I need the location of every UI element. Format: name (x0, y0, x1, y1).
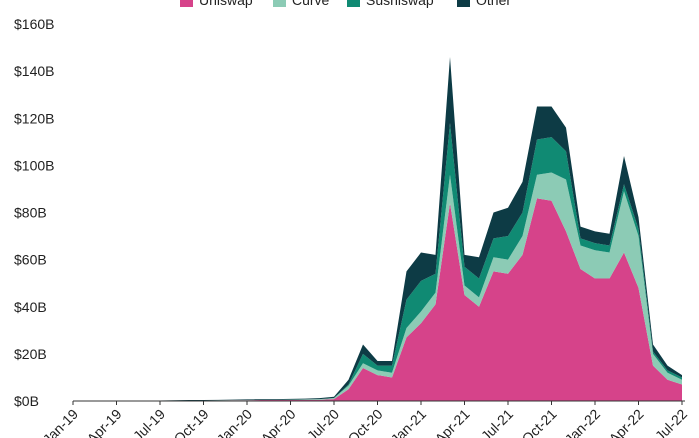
x-tick-label: Oct-19 (171, 406, 212, 438)
legend-item-other: Other (457, 0, 511, 8)
y-tick-label: $40B (14, 299, 47, 315)
y-tick-label: $100B (14, 157, 54, 173)
x-tick-label: Jul-20 (304, 406, 342, 438)
x-tick-label: Apr-19 (84, 406, 125, 438)
x-tick-label: Jan-20 (214, 406, 256, 438)
x-tick-label: Jul-22 (652, 406, 690, 438)
x-tick-label: Apr-20 (258, 406, 299, 438)
legend-label: Curve (292, 0, 330, 8)
x-tick-label: Jan-22 (562, 406, 604, 438)
y-tick-label: $60B (14, 252, 47, 268)
legend-item-uniswap: Uniswap (180, 0, 253, 8)
x-tick-label: Oct-21 (519, 406, 560, 438)
y-tick-label: $160B (14, 16, 54, 32)
y-tick-label: $140B (14, 63, 54, 79)
area-sushiswap (73, 122, 682, 401)
y-axis: $0B $20B $40B $60B $80B $100B $120B $140B $160B (14, 16, 54, 409)
x-tick-label: Jan-19 (40, 406, 82, 438)
legend-swatch (180, 0, 193, 7)
legend-swatch (457, 0, 470, 7)
x-tick-label: Jul-19 (130, 406, 168, 438)
legend: Uniswap Curve Sushiswap Other (180, 0, 511, 8)
x-axis: Jan-19 Apr-19 Jul-19 Oct-19 Jan-20 Apr-20 Jul-… (40, 400, 690, 438)
x-tick-label: Oct-20 (345, 406, 386, 438)
x-tick-label: Apr-21 (432, 406, 473, 438)
legend-label: Other (476, 0, 511, 8)
y-tick-label: $0B (14, 393, 39, 409)
y-tick-label: $20B (14, 346, 47, 362)
legend-swatch (273, 0, 286, 7)
legend-label: Sushiswap (366, 0, 434, 8)
x-tick-label: Jul-21 (478, 406, 516, 438)
x-tick-label: Apr-22 (606, 406, 647, 438)
x-tick-label: Jan-21 (388, 406, 430, 438)
legend-swatch (347, 0, 360, 7)
y-tick-label: $120B (14, 110, 54, 126)
area-uniswap (73, 198, 682, 401)
legend-item-curve: Curve (273, 0, 330, 8)
y-tick-label: $80B (14, 205, 47, 221)
legend-label: Uniswap (199, 0, 253, 8)
legend-item-sushiswap: Sushiswap (347, 0, 434, 8)
area-series-group (73, 56, 682, 401)
